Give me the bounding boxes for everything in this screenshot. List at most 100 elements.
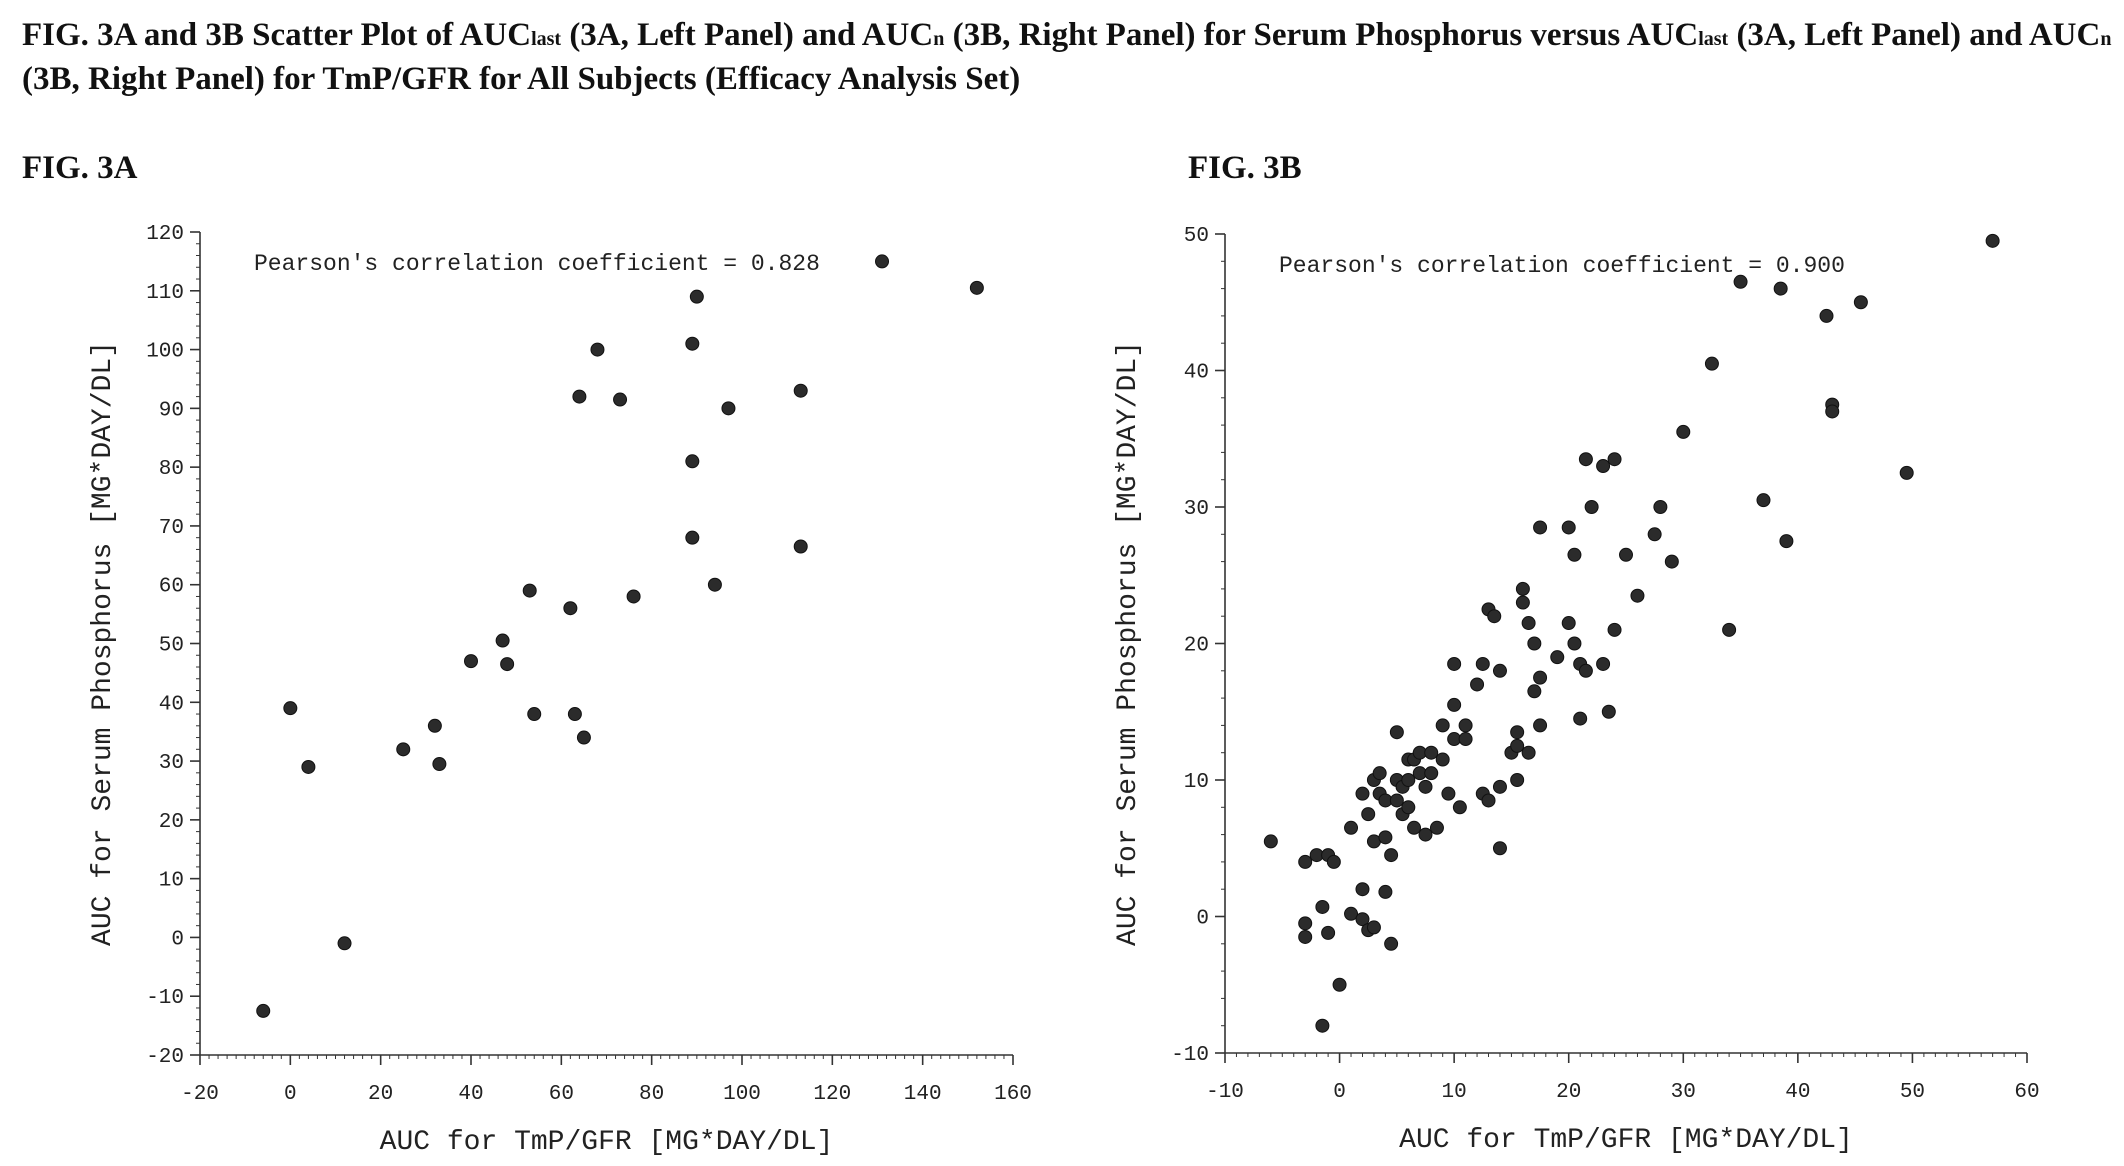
data-point — [626, 589, 641, 604]
data-point — [1435, 718, 1450, 733]
data-point — [1344, 906, 1359, 921]
data-point — [256, 1003, 271, 1018]
data-point — [1389, 725, 1404, 740]
data-point — [1515, 595, 1530, 610]
data-point — [1647, 527, 1662, 542]
data-point — [1619, 547, 1633, 562]
data-point — [1492, 841, 1507, 856]
y-tick-label: -20 — [146, 1046, 184, 1069]
data-point — [1481, 793, 1496, 808]
data-point — [567, 707, 582, 722]
x-tick-label: 80 — [639, 1083, 664, 1106]
data-point — [301, 759, 316, 774]
x-tick-label: 20 — [1556, 1081, 1581, 1104]
data-point — [1401, 773, 1416, 787]
x-axis-title: AUC for TmP/GFR [MG*DAY/DL] — [1399, 1125, 1853, 1156]
panel-label-3b: FIG. 3B — [1188, 150, 1302, 186]
data-point — [1401, 800, 1416, 815]
x-tick-label: 40 — [458, 1083, 483, 1106]
y-tick-label: 50 — [1184, 225, 1209, 248]
data-point — [1344, 820, 1359, 835]
data-point — [495, 633, 510, 648]
data-point — [1515, 581, 1530, 596]
data-point — [1853, 295, 1868, 310]
data-point — [1819, 308, 1834, 323]
y-tick-label: 90 — [159, 399, 184, 422]
data-point — [1378, 830, 1393, 845]
y-tick-label: 50 — [159, 635, 184, 658]
data-point — [1447, 656, 1462, 671]
x-tick-label: 30 — [1671, 1081, 1696, 1104]
y-tick-label: 10 — [1184, 771, 1209, 794]
data-point — [1389, 793, 1404, 808]
x-tick-label: -10 — [1206, 1081, 1244, 1104]
data-point — [1298, 854, 1313, 869]
data-point — [1435, 752, 1450, 767]
y-tick-label: 70 — [159, 517, 184, 540]
data-point — [689, 289, 704, 304]
data-point — [1418, 779, 1433, 794]
data-point — [969, 280, 984, 295]
x-tick-label: 40 — [1785, 1081, 1810, 1104]
x-tick-label: 0 — [1333, 1081, 1346, 1104]
data-point — [572, 389, 587, 404]
data-point — [1263, 834, 1278, 849]
data-point — [1630, 588, 1645, 603]
data-point — [1584, 500, 1599, 514]
data-point — [1567, 547, 1582, 562]
data-point — [1521, 616, 1536, 631]
data-point — [1355, 912, 1370, 927]
x-tick-label: 120 — [813, 1083, 851, 1106]
data-point — [707, 577, 722, 592]
data-point — [283, 701, 298, 716]
y-tick-label: 30 — [1184, 498, 1209, 521]
y-axis-title: AUC for Serum Phosphorus [MG*DAY/DL] — [88, 341, 119, 946]
y-tick-label: 20 — [1184, 635, 1209, 658]
data-point — [1527, 636, 1542, 651]
data-point — [1441, 786, 1456, 801]
data-point — [1315, 899, 1330, 914]
y-tick-label: 40 — [159, 693, 184, 716]
data-point — [1607, 452, 1622, 467]
data-point — [685, 454, 700, 469]
data-point — [1447, 697, 1462, 712]
data-point — [1561, 520, 1576, 535]
data-point — [1825, 404, 1840, 419]
x-tick-label: 10 — [1442, 1081, 1467, 1104]
y-tick-label: 20 — [159, 811, 184, 834]
data-point — [1533, 670, 1548, 685]
data-point — [1384, 936, 1399, 951]
data-point — [1596, 459, 1611, 474]
data-point — [1424, 745, 1439, 760]
y-tick-label: 0 — [171, 928, 184, 951]
data-point — [1372, 766, 1387, 781]
data-point — [1664, 554, 1679, 569]
x-axis-title: AUC for TmP/GFR [MG*DAY/DL] — [380, 1127, 834, 1158]
data-point — [1521, 745, 1536, 760]
data-point — [685, 530, 700, 545]
y-tick-label: 40 — [1184, 362, 1209, 385]
data-point — [875, 254, 890, 269]
data-point — [527, 707, 542, 722]
data-point — [1418, 827, 1433, 842]
data-point — [1298, 929, 1313, 944]
data-point — [337, 936, 352, 951]
data-point — [1596, 656, 1611, 671]
data-point — [1407, 820, 1422, 835]
data-point — [1475, 656, 1490, 671]
y-tick-label: 10 — [159, 870, 184, 893]
data-point — [1458, 732, 1473, 747]
data-point — [1704, 356, 1719, 371]
correlation-annotation: Pearson's correlation coefficient = 0.82… — [254, 251, 820, 277]
data-point — [1424, 766, 1439, 781]
data-point — [1601, 704, 1616, 719]
x-tick-label: 20 — [368, 1083, 393, 1106]
data-point — [1527, 684, 1542, 699]
y-tick-label: -10 — [1171, 1044, 1209, 1067]
x-tick-label: -20 — [181, 1083, 219, 1106]
data-point — [500, 657, 515, 672]
data-point — [1676, 424, 1691, 439]
data-point — [1315, 1018, 1330, 1033]
